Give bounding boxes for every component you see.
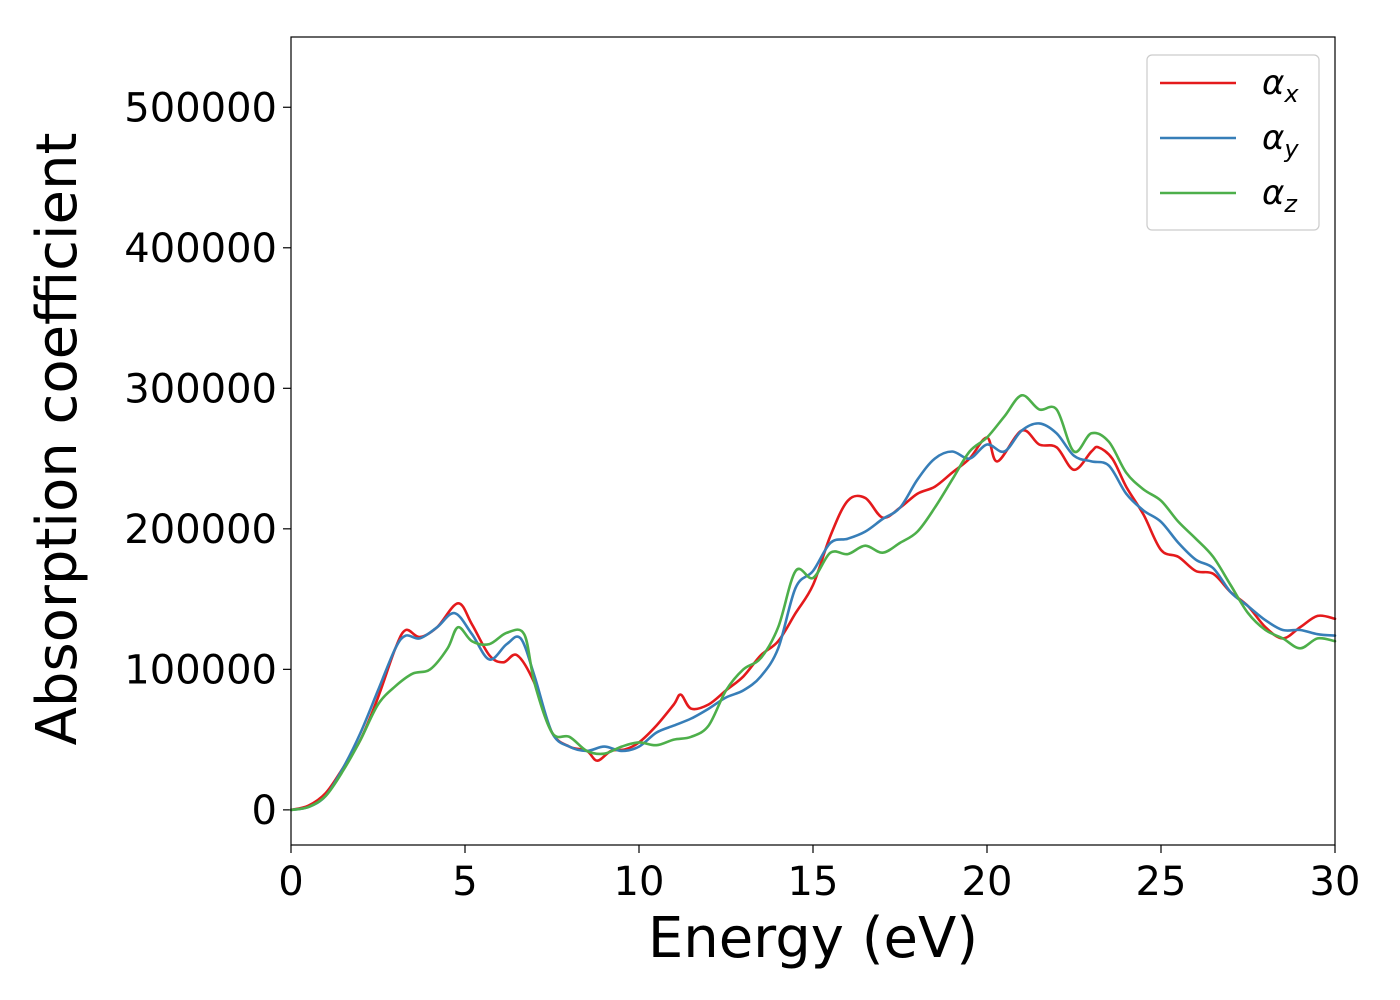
y-tick-label: 200000 <box>124 507 277 553</box>
x-axis-ticks: 0 5 10 15 20 25 30 <box>278 845 1360 905</box>
x-tick-label: 5 <box>452 859 477 905</box>
y-axis-label: Absorption coefficient <box>25 133 90 746</box>
x-tick-label: 10 <box>614 859 665 905</box>
series-line-x <box>289 428 1337 812</box>
legend-label-y: αy <box>1262 118 1299 163</box>
legend-label-z: αz <box>1262 173 1298 218</box>
y-axis-ticks: 0 100000 200000 300000 400000 500000 <box>124 85 291 834</box>
x-tick-label: 25 <box>1136 859 1187 905</box>
x-tick-label: 15 <box>788 859 839 905</box>
legend-label-subscript: z <box>1283 190 1298 218</box>
y-tick-label: 0 <box>252 788 277 834</box>
y-tick-label: 400000 <box>124 226 277 272</box>
legend-label-base: α <box>1262 173 1284 213</box>
series-line-y <box>289 422 1337 812</box>
legend-label-base: α <box>1262 63 1284 103</box>
x-tick-label: 0 <box>278 859 303 905</box>
legend-label-base: α <box>1262 118 1284 158</box>
y-tick-label: 100000 <box>124 647 277 693</box>
legend-box <box>1146 54 1320 231</box>
series-line-z <box>289 394 1337 812</box>
series-lines <box>289 394 1337 812</box>
y-tick-label: 500000 <box>124 85 277 131</box>
x-axis-label: Energy (eV) <box>648 906 978 971</box>
legend-label-subscript: x <box>1283 80 1299 108</box>
x-tick-label: 20 <box>962 859 1013 905</box>
legend-label-x: αx <box>1262 63 1299 108</box>
plot-area-frame <box>290 36 1336 846</box>
legend-label-subscript: y <box>1283 135 1299 163</box>
y-tick-label: 300000 <box>124 366 277 412</box>
x-tick-label: 30 <box>1310 859 1361 905</box>
